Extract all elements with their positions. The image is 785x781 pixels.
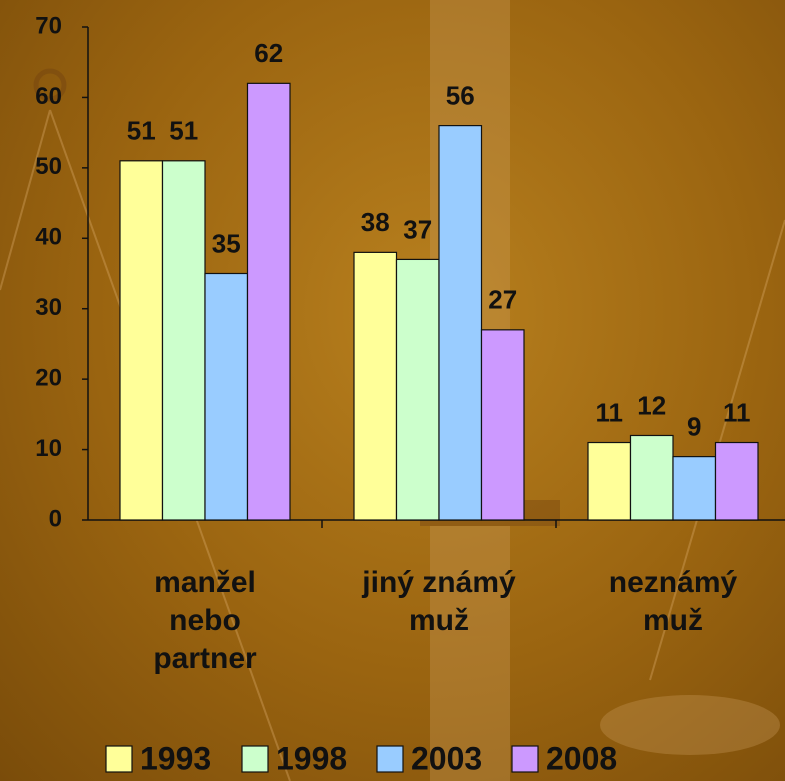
value-label: 12 bbox=[637, 390, 666, 420]
value-label: 51 bbox=[127, 116, 156, 146]
value-label: 11 bbox=[723, 397, 751, 427]
value-label: 38 bbox=[361, 207, 390, 237]
bar bbox=[438, 124, 483, 521]
x-tick-label: neznámý muž bbox=[608, 566, 738, 637]
y-tick-label: 10 bbox=[35, 435, 62, 462]
legend-label: 1993 bbox=[140, 740, 211, 776]
legend-swatch bbox=[376, 745, 404, 773]
legend-swatch bbox=[105, 745, 133, 773]
legend: 1993 1998 2003 2008 bbox=[105, 740, 617, 776]
legend-label: 2003 bbox=[411, 740, 482, 776]
value-label: 62 bbox=[254, 38, 283, 68]
legend-label: 1998 bbox=[276, 740, 347, 776]
value-label: 35 bbox=[212, 228, 241, 258]
bar bbox=[161, 160, 206, 521]
x-tick-label: manžel nebo partner bbox=[153, 566, 257, 675]
y-tick-label: 30 bbox=[35, 294, 62, 321]
y-tick-label: 50 bbox=[35, 153, 62, 180]
value-label: 27 bbox=[488, 285, 517, 315]
bar bbox=[246, 82, 291, 521]
bar bbox=[629, 434, 674, 521]
bar bbox=[204, 272, 249, 521]
y-tick-label: 70 bbox=[35, 12, 62, 39]
bar bbox=[714, 441, 759, 521]
y-tick-label: 60 bbox=[35, 83, 62, 110]
y-tick-label: 20 bbox=[35, 364, 62, 391]
value-label: 9 bbox=[687, 411, 701, 441]
bar bbox=[395, 258, 440, 521]
legend-label: 2008 bbox=[546, 740, 617, 776]
x-tick-label: jiný známý muž bbox=[362, 566, 516, 637]
value-label: 37 bbox=[403, 214, 432, 244]
legend-swatch bbox=[511, 745, 539, 773]
bar bbox=[587, 441, 632, 521]
bar bbox=[480, 329, 525, 521]
y-tick-label: 40 bbox=[35, 224, 62, 251]
y-tick-label: 0 bbox=[49, 505, 62, 532]
bar bbox=[672, 456, 717, 521]
value-label: 56 bbox=[446, 80, 475, 110]
value-label: 11 bbox=[596, 397, 624, 427]
bar bbox=[119, 160, 164, 521]
bar bbox=[353, 251, 398, 521]
legend-swatch bbox=[241, 745, 269, 773]
value-label: 51 bbox=[169, 116, 198, 146]
